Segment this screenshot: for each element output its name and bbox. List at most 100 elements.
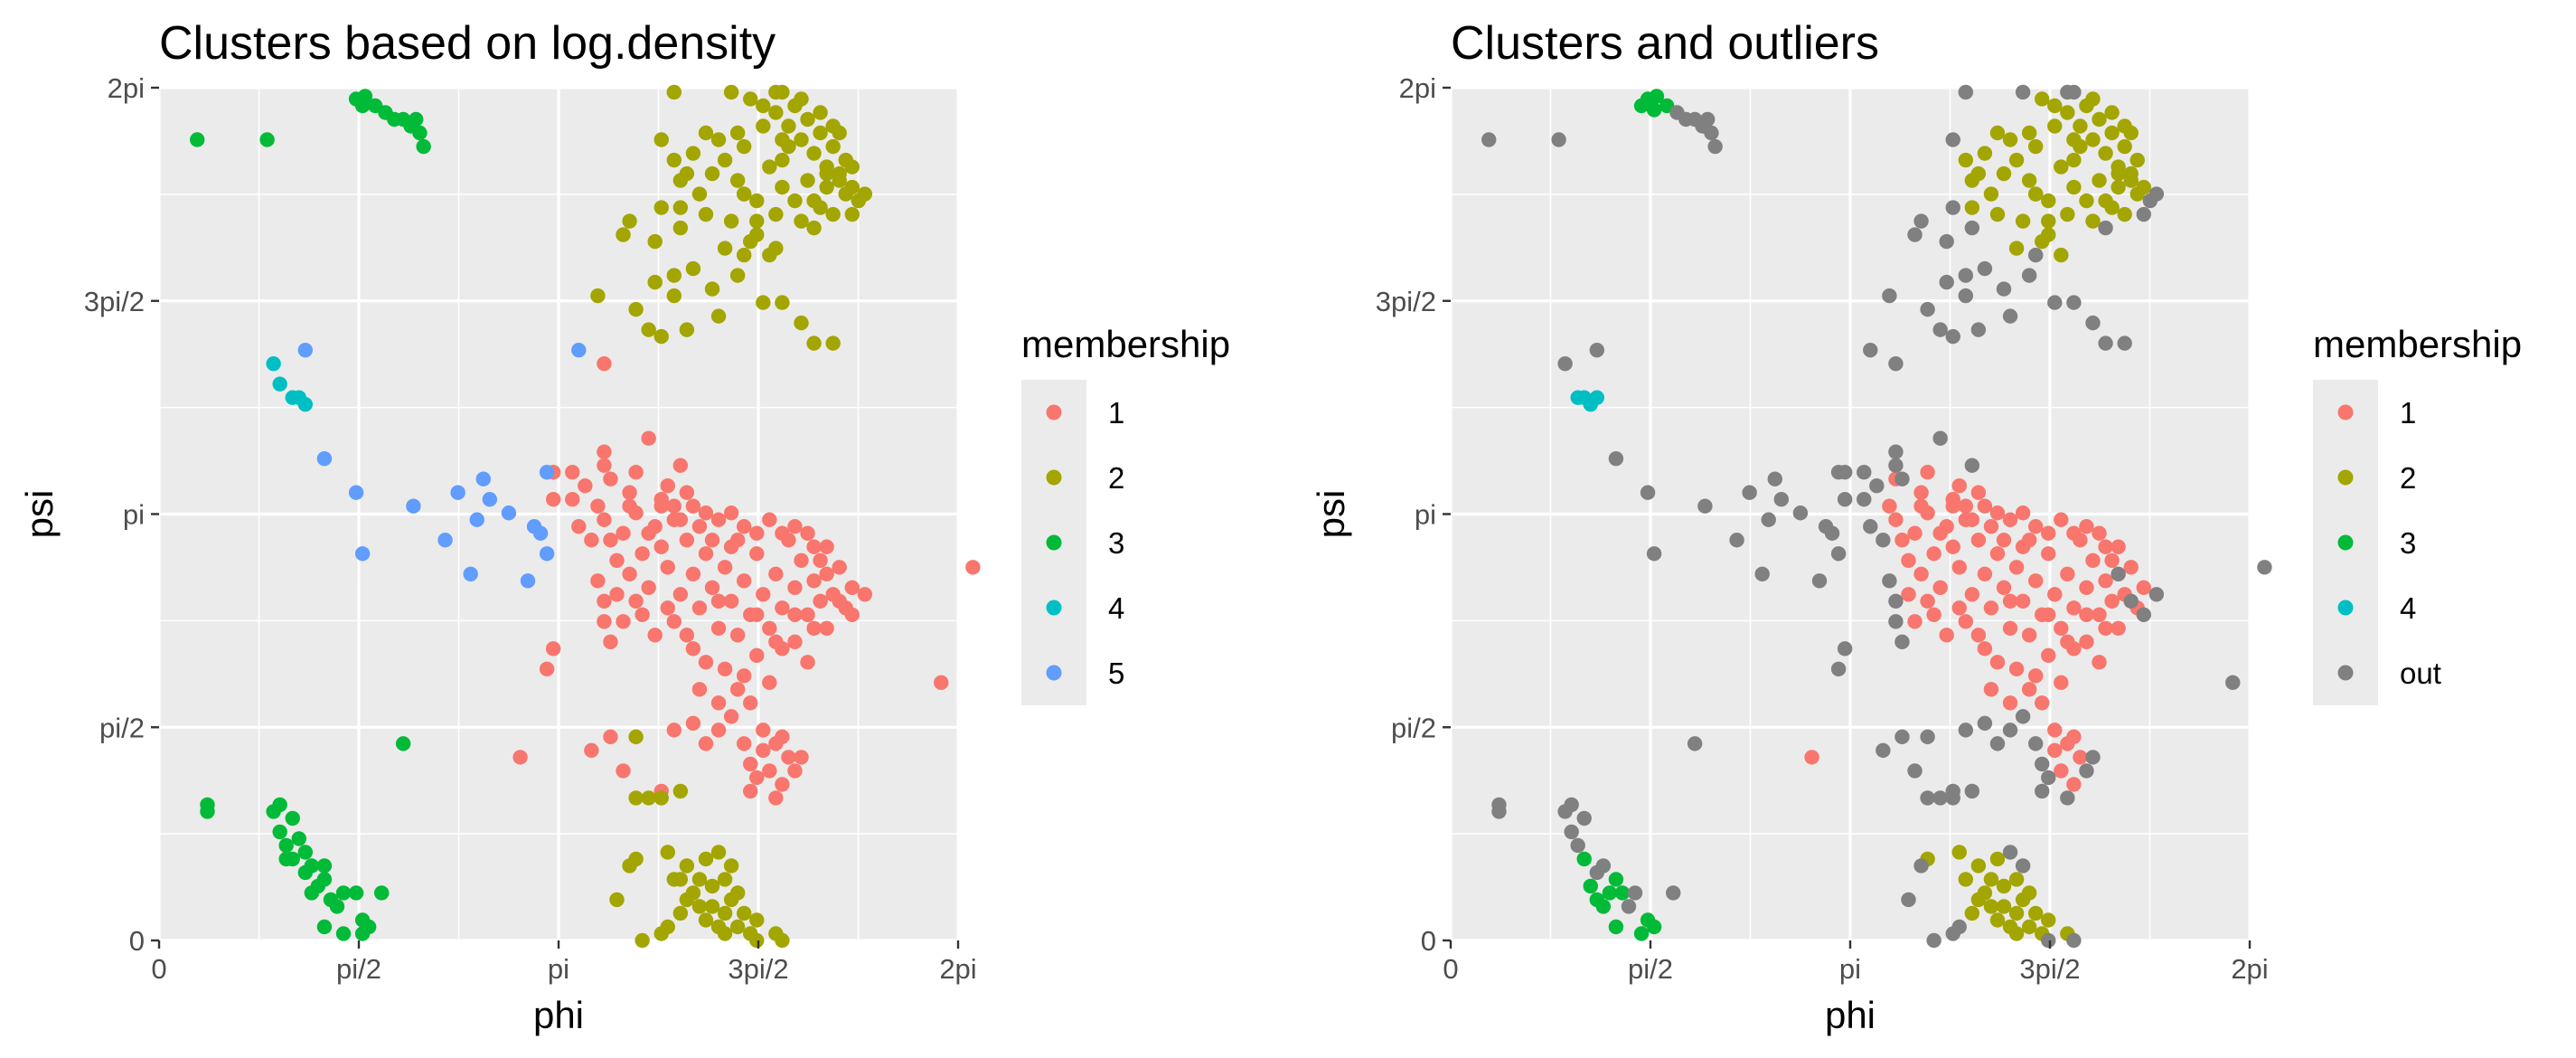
data-point — [1583, 878, 1598, 894]
data-point — [1857, 492, 1872, 507]
data-point — [710, 845, 727, 860]
data-point — [729, 885, 746, 901]
data-point — [2041, 546, 2056, 562]
data-point — [832, 125, 847, 141]
legend-label-out: out — [2400, 657, 2441, 690]
data-point — [825, 138, 841, 155]
data-point — [800, 111, 815, 128]
data-point — [1589, 390, 1604, 405]
data-point — [2060, 206, 2075, 222]
legend-title: membership — [2313, 323, 2522, 365]
data-point — [1869, 478, 1885, 494]
data-point — [2015, 84, 2031, 100]
data-point — [539, 465, 555, 480]
data-point — [2021, 628, 2037, 643]
data-point — [756, 587, 771, 602]
data-point — [1901, 587, 1916, 602]
data-point — [2079, 580, 2094, 595]
data-point — [832, 593, 847, 609]
data-point — [710, 512, 727, 527]
legend-key-2 — [2337, 469, 2354, 486]
data-point — [787, 763, 803, 779]
data-point — [374, 885, 390, 901]
data-point — [762, 247, 777, 263]
data-point — [749, 193, 765, 209]
data-point — [272, 376, 287, 392]
data-point — [348, 485, 364, 500]
data-point — [1996, 878, 2012, 894]
data-point — [749, 607, 765, 623]
data-point — [717, 926, 733, 941]
data-point — [641, 580, 656, 595]
data-point — [1983, 600, 1999, 616]
data-point — [635, 546, 650, 562]
data-point — [2225, 675, 2241, 691]
data-point — [1907, 763, 1923, 779]
data-point — [1894, 533, 1910, 548]
data-point — [775, 84, 790, 100]
data-point — [590, 498, 606, 514]
legend-label-3: 3 — [2400, 526, 2416, 560]
data-point — [717, 905, 733, 921]
data-point — [2117, 206, 2132, 222]
data-point — [539, 546, 555, 562]
data-point — [622, 566, 637, 581]
data-point — [597, 444, 612, 459]
data-point — [704, 281, 720, 297]
data-point — [2060, 105, 2075, 120]
data-point — [800, 607, 815, 623]
data-point — [1913, 858, 1929, 874]
data-point — [1551, 132, 1566, 147]
chart-title: Clusters and outliers — [1451, 17, 1879, 70]
data-point — [691, 682, 708, 697]
data-point — [641, 525, 656, 541]
data-point — [1907, 525, 1923, 541]
data-point — [2111, 620, 2126, 637]
data-point — [1646, 919, 1662, 935]
data-point — [571, 519, 587, 534]
data-point — [2041, 227, 2056, 242]
data-point — [749, 227, 765, 242]
data-point — [685, 715, 701, 732]
data-point — [259, 132, 275, 147]
data-point — [1576, 851, 1592, 867]
data-point — [1970, 533, 1987, 548]
data-point — [800, 525, 815, 541]
data-point — [278, 837, 294, 854]
data-point — [2027, 138, 2044, 155]
data-point — [1913, 566, 1929, 581]
data-point — [1608, 872, 1624, 887]
data-point — [2104, 105, 2120, 120]
data-point — [2066, 132, 2082, 147]
x-tick-label: pi — [1839, 953, 1861, 985]
data-point — [819, 165, 834, 182]
legend-key-3 — [2337, 534, 2354, 551]
data-point — [729, 919, 746, 935]
data-point — [1557, 355, 1573, 372]
data-point — [1882, 498, 1897, 514]
data-point — [1595, 858, 1612, 874]
data-point — [1920, 790, 1935, 806]
data-point — [1564, 824, 1579, 840]
data-point — [2002, 132, 2018, 147]
data-point — [635, 932, 650, 949]
data-point — [450, 485, 465, 500]
data-point — [756, 742, 771, 759]
legend: membership 1 2 3 4 out — [2313, 323, 2522, 705]
series-3 — [190, 89, 431, 941]
data-point — [1970, 628, 1987, 643]
data-point — [297, 396, 313, 412]
data-point — [2092, 525, 2107, 541]
y-tick-label: 3pi/2 — [1376, 286, 1436, 317]
data-point — [2092, 111, 2107, 128]
data-point — [1951, 478, 1967, 494]
data-point — [806, 573, 822, 589]
data-point — [660, 560, 675, 575]
data-point — [316, 451, 333, 467]
data-point — [2123, 125, 2139, 141]
data-point — [1932, 322, 1948, 337]
data-point — [597, 593, 612, 609]
data-point — [698, 546, 714, 562]
data-point — [1964, 905, 1980, 921]
data-point — [1977, 715, 1993, 732]
